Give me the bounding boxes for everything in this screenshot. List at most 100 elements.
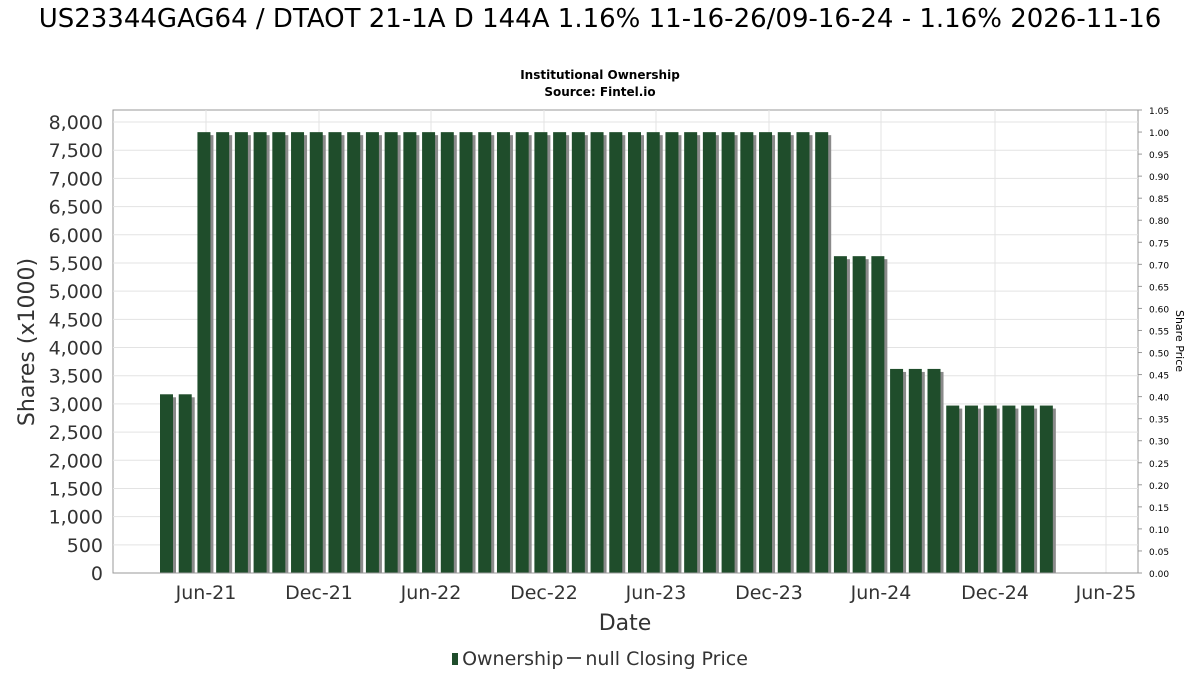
ownership-bar [422, 132, 436, 573]
ownership-bar [197, 132, 211, 573]
ownership-bar [777, 132, 791, 573]
ownership-bar [234, 132, 248, 573]
y2-tick-label: 0.45 [1149, 372, 1169, 382]
x-tick-label: Jun-25 [1075, 582, 1137, 604]
ownership-bar [1002, 405, 1016, 573]
ownership-bar [815, 132, 829, 573]
ownership-bar [291, 132, 305, 573]
y-tick-label: 7,500 [49, 140, 103, 162]
ownership-bar [759, 132, 773, 573]
y2-tick-label: 0.85 [1149, 195, 1169, 205]
x-tick-label: Jun-21 [175, 582, 237, 604]
x-tick-label: Dec-23 [735, 582, 803, 604]
chart-legend: Ownership null Closing Price [0, 646, 1200, 672]
ownership-bar [983, 405, 997, 573]
ownership-bar [553, 132, 567, 573]
y2-tick-label: 0.50 [1149, 350, 1169, 360]
ownership-bar [216, 132, 230, 573]
y-tick-label: 2,000 [49, 450, 103, 472]
y2-axis-label: Share Price [1173, 310, 1186, 372]
y2-tick-label: 0.95 [1149, 151, 1169, 161]
ownership-bar [160, 394, 173, 573]
y2-tick-label: 0.70 [1149, 261, 1169, 271]
ownership-bar [740, 132, 754, 573]
chart-subtitle: Institutional Ownership [520, 68, 680, 82]
y2-tick-label: 0.25 [1149, 460, 1169, 470]
y-tick-label: 5,000 [49, 281, 103, 303]
y-tick-label: 1,500 [49, 478, 103, 500]
y2-tick-label: 0.10 [1149, 526, 1169, 536]
ownership-bar [646, 132, 660, 573]
y-tick-label: 2,500 [49, 422, 103, 444]
y-tick-label: 8,000 [49, 112, 103, 134]
ownership-bar [927, 368, 941, 573]
x-tick-label: Jun-24 [850, 582, 912, 604]
ownership-bar [384, 132, 398, 573]
ownership-bar [871, 256, 885, 573]
x-tick-label: Jun-23 [625, 582, 687, 604]
y-tick-label: 3,500 [49, 366, 103, 388]
x-tick-label: Jun-22 [400, 582, 462, 604]
y2-tick-label: 0.75 [1149, 239, 1169, 249]
ownership-bar [684, 132, 698, 573]
ownership-legend-swatch [452, 653, 459, 665]
y-tick-label: 6,500 [49, 197, 103, 219]
ownership-bar [534, 132, 548, 573]
y-tick-label: 1,000 [49, 507, 103, 529]
x-tick-label: Dec-21 [285, 582, 353, 604]
y-tick-label: 500 [67, 535, 103, 557]
ownership-bar [946, 405, 960, 573]
ownership-bar [440, 132, 454, 573]
chart-title: US23344GAG64 / DTAOT 21-1A D 144A 1.16% … [38, 4, 1162, 34]
ownership-bar [515, 132, 529, 573]
ownership-bar [328, 132, 342, 573]
chart-source: Source: Fintel.io [544, 85, 656, 99]
ownership-bar [628, 132, 641, 573]
ownership-bar [964, 405, 978, 573]
ownership-bar [178, 394, 192, 573]
y-tick-label: 3,000 [49, 394, 103, 416]
y2-tick-label: 0.55 [1149, 327, 1169, 337]
y2-tick-label: 0.65 [1149, 283, 1169, 293]
ownership-bar [496, 132, 510, 573]
ownership-bar [721, 132, 735, 573]
ownership-bar [833, 256, 847, 573]
y-tick-label: 6,000 [49, 225, 103, 247]
y-axis-label: Shares (x1000) [15, 258, 40, 426]
y2-tick-label: 0.60 [1149, 305, 1169, 315]
ownership-bar [796, 132, 810, 573]
y-tick-label: 7,000 [49, 168, 103, 190]
x-axis-label: Date [599, 611, 652, 636]
ownership-bar [702, 132, 716, 573]
ownership-bar [852, 256, 866, 573]
y2-tick-label: 0.00 [1149, 570, 1169, 580]
price-legend-line [567, 657, 582, 659]
y2-tick-label: 0.80 [1149, 217, 1169, 227]
ownership-bar [253, 132, 267, 573]
y-tick-label: 4,000 [49, 338, 103, 360]
y2-tick-label: 0.35 [1149, 416, 1169, 426]
ownership-bar [272, 132, 286, 573]
y2-tick-label: 1.00 [1149, 129, 1169, 139]
ownership-bar [665, 132, 679, 573]
y2-tick-label: 0.20 [1149, 482, 1169, 492]
y-tick-label: 4,500 [49, 309, 103, 331]
ownership-bar [571, 132, 585, 573]
y2-tick-label: 0.40 [1149, 394, 1169, 404]
ownership-bar [365, 132, 379, 573]
y2-tick-label: 0.05 [1149, 548, 1169, 558]
axis-layer: 0 500 1,000 1,500 2,000 2,500 3,000 3,500 4,000 4… [49, 107, 1170, 604]
y2-tick-label: 0.90 [1149, 173, 1169, 183]
legend-ownership-label: Ownership [462, 648, 564, 670]
bar-layer [160, 132, 1056, 573]
ownership-bar [478, 132, 492, 573]
y2-tick-label: 0.30 [1149, 438, 1169, 448]
ownership-bar [609, 132, 623, 573]
ownership-bar [1021, 405, 1035, 573]
ownership-bar [403, 132, 417, 573]
y-tick-label: 5,500 [49, 253, 103, 275]
x-tick-label: Dec-24 [961, 582, 1029, 604]
y2-tick-label: 1.05 [1149, 107, 1169, 117]
